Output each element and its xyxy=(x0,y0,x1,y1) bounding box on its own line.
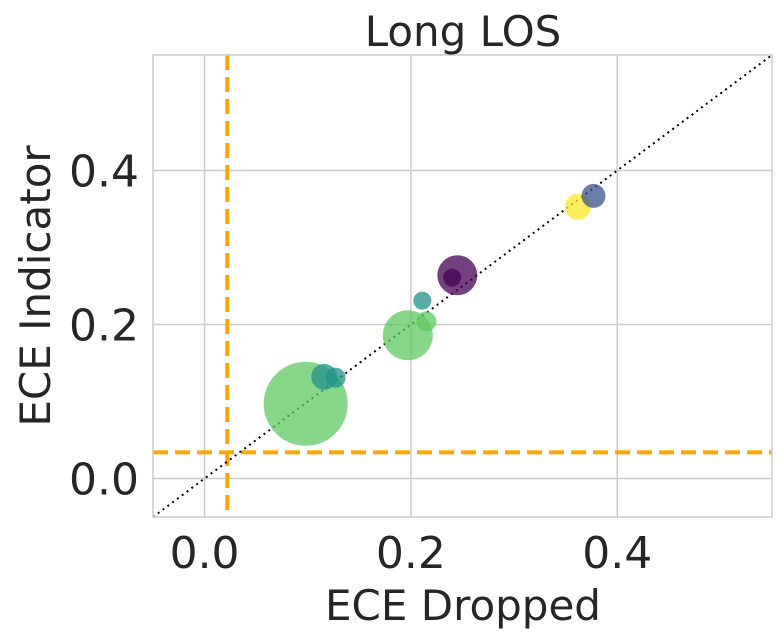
data-point xyxy=(413,291,432,310)
y-axis-label: ECE Indicator xyxy=(11,145,60,427)
y-tick-label: 0.4 xyxy=(69,147,139,198)
y-tick-label: 0.0 xyxy=(69,455,139,506)
data-point xyxy=(416,311,437,332)
x-tick-label: 0.0 xyxy=(170,528,240,579)
x-tick-label: 0.4 xyxy=(582,528,652,579)
data-point xyxy=(581,183,606,208)
plot-frame xyxy=(152,54,773,518)
data-point xyxy=(325,367,346,388)
x-tick-label: 0.2 xyxy=(376,528,446,579)
chart-title: Long LOS xyxy=(365,7,562,56)
identity-diagonal-line xyxy=(152,54,773,518)
data-point xyxy=(443,268,462,287)
y-tick-label: 0.2 xyxy=(69,301,139,352)
x-axis-label: ECE Dropped xyxy=(325,581,601,630)
